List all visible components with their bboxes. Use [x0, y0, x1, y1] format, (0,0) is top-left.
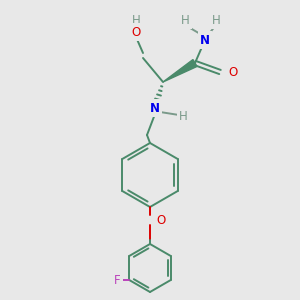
Text: N: N: [200, 34, 210, 46]
Text: O: O: [156, 214, 165, 226]
Text: H: H: [212, 14, 220, 26]
Text: H: H: [132, 14, 140, 26]
Text: O: O: [131, 26, 141, 38]
Polygon shape: [163, 60, 197, 82]
Text: N: N: [150, 101, 160, 115]
Text: F: F: [114, 274, 121, 286]
Text: H: H: [178, 110, 188, 124]
Text: O: O: [228, 65, 237, 79]
Text: H: H: [181, 14, 189, 26]
